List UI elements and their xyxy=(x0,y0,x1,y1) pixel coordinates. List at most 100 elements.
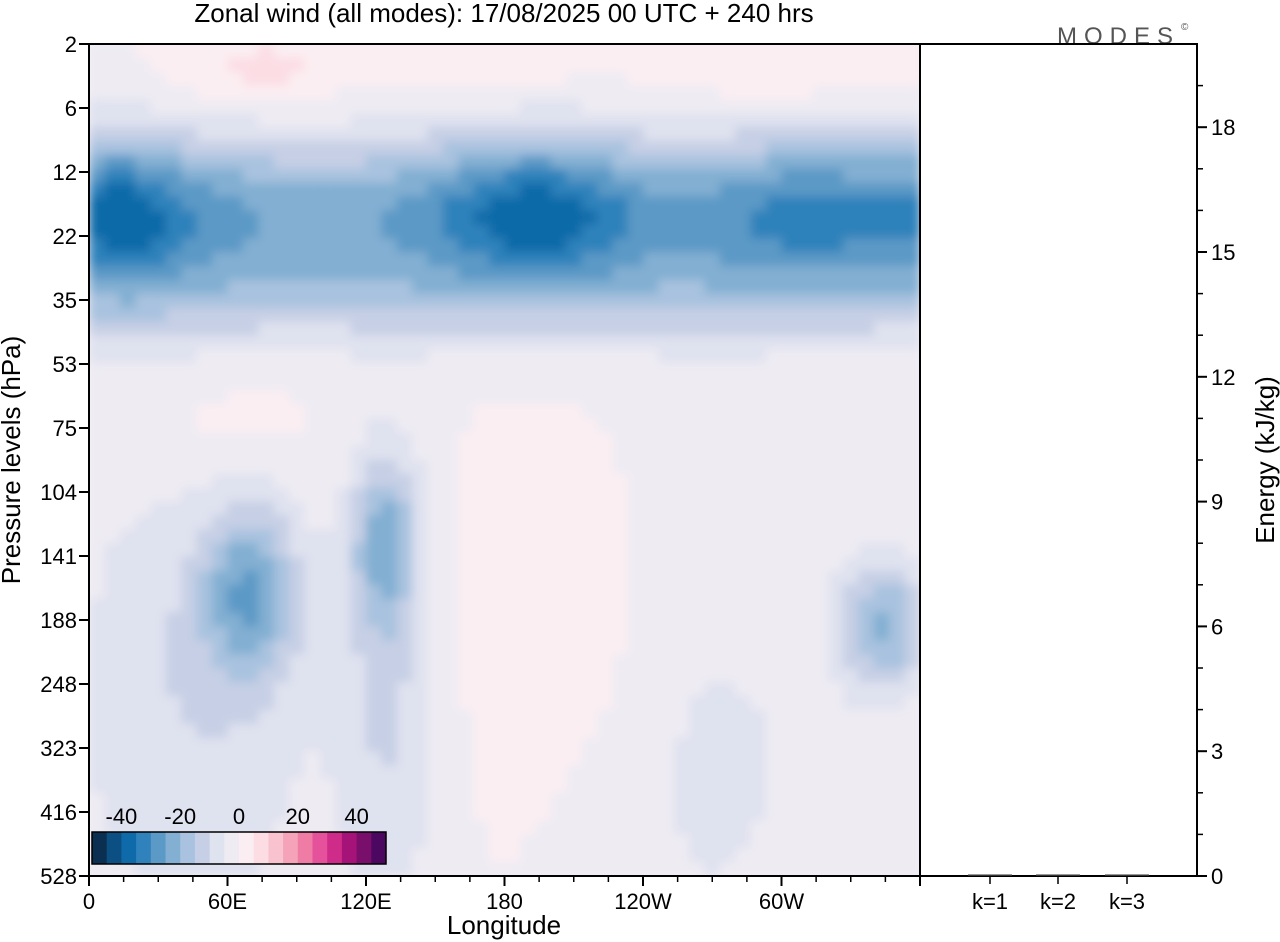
heatmap-cell xyxy=(350,349,367,364)
heatmap-cell xyxy=(812,224,829,239)
heatmap-cell xyxy=(258,418,275,434)
heatmap-cell xyxy=(258,584,275,600)
heatmap-cell xyxy=(289,210,306,226)
heatmap-cell xyxy=(396,529,413,544)
heatmap-cell xyxy=(627,487,644,503)
heatmap-cell xyxy=(289,252,306,267)
heatmap-cell xyxy=(612,182,629,198)
heatmap-cell xyxy=(289,529,306,544)
heatmap-cell xyxy=(796,862,814,876)
heatmap-cell xyxy=(442,751,460,766)
heatmap-cell xyxy=(489,778,506,794)
heatmap-cell xyxy=(289,127,306,142)
heatmap-cell xyxy=(719,307,737,323)
heatmap-cell xyxy=(442,709,460,725)
heatmap-cell xyxy=(535,598,552,614)
heatmap-cell xyxy=(227,792,244,808)
heatmap-cell xyxy=(796,723,814,739)
heatmap-cell xyxy=(689,99,706,115)
heatmap-cell xyxy=(827,196,844,212)
heatmap-cell xyxy=(843,404,860,420)
heatmap-cell xyxy=(873,515,891,531)
heatmap-cell xyxy=(704,141,721,156)
heatmap-cell xyxy=(673,99,690,115)
heatmap-cell xyxy=(766,127,783,142)
heatmap-cell xyxy=(366,307,383,323)
heatmap-cell xyxy=(165,265,183,281)
heatmap-cell xyxy=(658,113,675,128)
heatmap-cell xyxy=(796,709,814,725)
heatmap-cell xyxy=(535,390,552,406)
heatmap-cell xyxy=(581,709,598,725)
heatmap-cell xyxy=(796,113,814,128)
heatmap-cell xyxy=(719,543,737,558)
heatmap-cell xyxy=(473,862,490,876)
heatmap-cell xyxy=(181,141,198,156)
heatmap-cell xyxy=(89,168,106,184)
heatmap-cell xyxy=(319,487,337,503)
heatmap-cell xyxy=(258,723,275,739)
heatmap-cell xyxy=(704,127,721,142)
heatmap-cell xyxy=(181,404,198,420)
heatmap-cell xyxy=(104,640,121,655)
heatmap-cell xyxy=(119,335,136,350)
heatmap-cell xyxy=(335,349,352,364)
heatmap-cell xyxy=(473,626,490,642)
heatmap-cell xyxy=(227,515,244,531)
heatmap-cell xyxy=(119,778,136,794)
heatmap-cell xyxy=(458,543,475,558)
heatmap-cell xyxy=(596,598,614,614)
heatmap-cell xyxy=(735,501,752,517)
colorbar-swatch xyxy=(121,832,137,864)
heatmap-cell xyxy=(473,723,490,739)
heatmap-cell xyxy=(412,834,429,850)
heatmap-cell xyxy=(827,404,844,420)
heatmap-cell xyxy=(319,723,337,739)
heatmap-cell xyxy=(504,695,521,711)
heatmap-cell xyxy=(412,723,429,739)
heatmap-cell xyxy=(258,376,275,392)
heatmap-cell xyxy=(227,141,244,156)
heatmap-cell xyxy=(89,196,106,212)
heatmap-cell xyxy=(781,529,798,544)
heatmap-cell xyxy=(627,265,644,281)
heatmap-cell xyxy=(550,543,567,558)
heatmap-cell xyxy=(858,321,875,336)
heatmap-cell xyxy=(519,584,537,600)
heatmap-cell xyxy=(689,501,706,517)
heatmap-cell xyxy=(258,252,275,267)
heatmap-cell xyxy=(489,612,506,628)
heatmap-cell xyxy=(350,626,367,642)
heatmap-cell xyxy=(719,432,737,447)
heatmap-cell xyxy=(304,196,321,212)
heatmap-cell xyxy=(489,196,506,212)
heatmap-cell xyxy=(135,640,152,655)
heatmap-cell xyxy=(165,252,183,267)
heatmap-cell xyxy=(612,265,629,281)
heatmap-cell xyxy=(504,557,521,572)
heatmap-cell xyxy=(104,473,121,489)
heatmap-cell xyxy=(227,113,244,128)
heatmap-cell xyxy=(535,529,552,544)
heatmap-cell xyxy=(458,196,475,212)
heatmap-cell xyxy=(904,487,920,503)
heatmap-cell xyxy=(843,557,860,572)
heatmap-cell xyxy=(258,668,275,683)
heatmap-cell xyxy=(212,778,229,794)
heatmap-cell xyxy=(381,792,398,808)
heatmap-cell xyxy=(766,404,783,420)
heatmap-cell xyxy=(735,71,752,87)
heatmap-cell xyxy=(427,737,444,752)
heatmap-cell xyxy=(396,820,413,836)
heatmap-cell xyxy=(350,487,367,503)
heatmap-cell xyxy=(89,44,106,59)
heatmap-cell xyxy=(150,349,167,364)
heatmap-cell xyxy=(766,265,783,281)
heatmap-cell xyxy=(766,751,783,766)
heatmap-cell xyxy=(581,820,598,836)
heatmap-cell xyxy=(350,570,367,586)
heatmap-cell xyxy=(427,238,444,253)
heatmap-cell xyxy=(596,113,614,128)
heatmap-cell xyxy=(350,709,367,725)
heatmap-cell xyxy=(181,362,198,378)
